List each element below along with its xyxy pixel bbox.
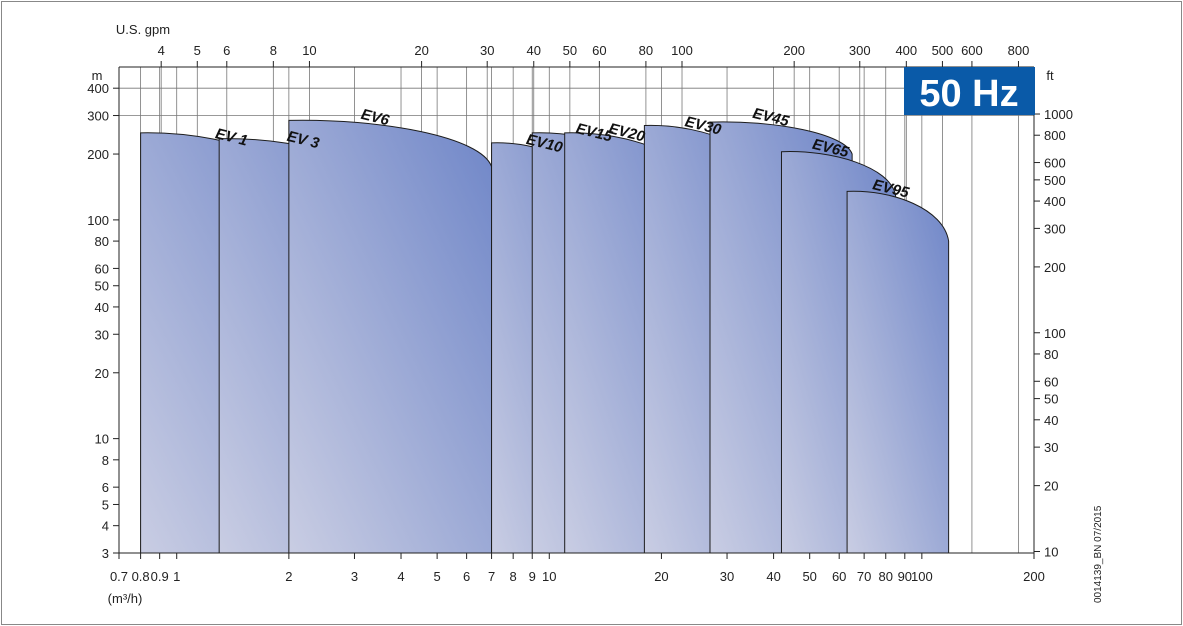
right-tick-label: 300 bbox=[1044, 221, 1066, 236]
x-tick-label: 3 bbox=[351, 569, 358, 584]
top-tick-label: 600 bbox=[961, 43, 983, 58]
right-tick-label: 60 bbox=[1044, 374, 1058, 389]
top-tick-label: 8 bbox=[270, 43, 277, 58]
x-tick-label: 9 bbox=[529, 569, 536, 584]
right-tick-label: 50 bbox=[1044, 392, 1058, 407]
top-tick-label: 30 bbox=[480, 43, 494, 58]
x-tick-label: 0.9 bbox=[151, 569, 169, 584]
y-tick-label: 30 bbox=[95, 327, 109, 342]
top-tick-label: 5 bbox=[194, 43, 201, 58]
series-areas bbox=[140, 119, 950, 554]
right-tick-label: 600 bbox=[1044, 156, 1066, 171]
y-tick-label: 4 bbox=[102, 519, 109, 534]
x-tick-label: 40 bbox=[766, 569, 780, 584]
right-tick-label: 30 bbox=[1044, 440, 1058, 455]
y-tick-label: 3 bbox=[102, 546, 109, 561]
x-tick-label: 2 bbox=[285, 569, 292, 584]
x-tick-label: 100 bbox=[911, 569, 933, 584]
x-tick-label: 0.8 bbox=[132, 569, 150, 584]
frequency-badge-text: 50 Hz bbox=[919, 73, 1018, 115]
right-tick-label: 40 bbox=[1044, 413, 1058, 428]
y-tick-label: 50 bbox=[95, 279, 109, 294]
x-tick-label: 30 bbox=[720, 569, 734, 584]
x-tick-label: 1 bbox=[173, 569, 180, 584]
top-tick-label: 400 bbox=[895, 43, 917, 58]
x-tick-label: 80 bbox=[879, 569, 893, 584]
left-axis-unit: m bbox=[92, 68, 103, 83]
y-tick-label: 400 bbox=[87, 81, 109, 96]
y-tick-label: 40 bbox=[95, 300, 109, 315]
top-tick-label: 10 bbox=[302, 43, 316, 58]
y-tick-label: 60 bbox=[95, 261, 109, 276]
top-tick-label: 200 bbox=[783, 43, 805, 58]
x-tick-label: 6 bbox=[463, 569, 470, 584]
right-tick-label: 10 bbox=[1044, 544, 1058, 559]
x-tick-label: 60 bbox=[832, 569, 846, 584]
right-tick-label: 1000 bbox=[1044, 107, 1073, 122]
x-tick-label: 70 bbox=[857, 569, 871, 584]
top-tick-label: 40 bbox=[527, 43, 541, 58]
right-tick-label: 800 bbox=[1044, 128, 1066, 143]
x-tick-label: 10 bbox=[542, 569, 556, 584]
document-code: 0014139_BN 07/2015 bbox=[1093, 505, 1104, 603]
top-tick-label: 100 bbox=[671, 43, 693, 58]
top-tick-label: 80 bbox=[639, 43, 653, 58]
right-tick-label: 400 bbox=[1044, 194, 1066, 209]
bottom-axis-unit: (m³/h) bbox=[108, 591, 143, 606]
top-tick-label: 4 bbox=[158, 43, 165, 58]
top-tick-label: 50 bbox=[563, 43, 577, 58]
right-tick-label: 20 bbox=[1044, 479, 1058, 494]
series-area-ev6 bbox=[288, 119, 493, 554]
frequency-badge-background bbox=[904, 67, 1035, 115]
top-tick-label: 20 bbox=[414, 43, 428, 58]
x-tick-label: 5 bbox=[434, 569, 441, 584]
y-tick-label: 20 bbox=[95, 366, 109, 381]
y-tick-label: 100 bbox=[87, 213, 109, 228]
y-tick-label: 200 bbox=[87, 147, 109, 162]
x-tick-label: 4 bbox=[397, 569, 404, 584]
y-tick-label: 6 bbox=[102, 480, 109, 495]
x-tick-label: 50 bbox=[802, 569, 816, 584]
right-tick-label: 80 bbox=[1044, 347, 1058, 362]
right-tick-label: 500 bbox=[1044, 173, 1066, 188]
x-tick-label: 0.7 bbox=[110, 569, 128, 584]
y-tick-label: 300 bbox=[87, 109, 109, 124]
y-tick-label: 80 bbox=[95, 234, 109, 249]
right-tick-label: 100 bbox=[1044, 326, 1066, 341]
top-axis-unit: U.S. gpm bbox=[116, 22, 170, 37]
top-tick-label: 6 bbox=[223, 43, 230, 58]
top-tick-label: 500 bbox=[932, 43, 954, 58]
x-tick-label: 90 bbox=[898, 569, 912, 584]
x-tick-label: 7 bbox=[488, 569, 495, 584]
top-tick-label: 60 bbox=[592, 43, 606, 58]
x-tick-label: 20 bbox=[654, 569, 668, 584]
y-tick-label: 5 bbox=[102, 497, 109, 512]
right-tick-label: 200 bbox=[1044, 260, 1066, 275]
x-tick-label: 200 bbox=[1023, 569, 1045, 584]
y-tick-label: 8 bbox=[102, 453, 109, 468]
frequency-badge: 50 Hz bbox=[904, 67, 1035, 115]
top-tick-label: 800 bbox=[1008, 43, 1030, 58]
top-tick-label: 300 bbox=[849, 43, 871, 58]
series-area-ev95 bbox=[846, 190, 950, 554]
right-axis-unit: ft bbox=[1046, 68, 1054, 83]
y-tick-label: 10 bbox=[95, 432, 109, 447]
series-label-ev6: EV6 bbox=[359, 106, 391, 130]
x-tick-label: 8 bbox=[510, 569, 517, 584]
